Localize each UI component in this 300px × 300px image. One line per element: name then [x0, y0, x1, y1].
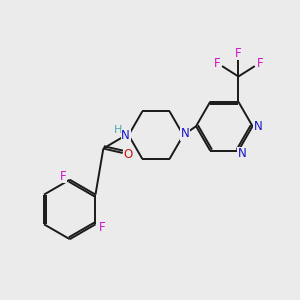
Text: F: F	[235, 47, 242, 60]
Text: N: N	[254, 120, 262, 133]
Text: N: N	[180, 127, 189, 140]
Text: H: H	[114, 125, 122, 135]
Text: F: F	[213, 57, 220, 70]
Text: F: F	[257, 57, 263, 70]
Text: O: O	[123, 148, 133, 161]
Text: N: N	[121, 129, 130, 142]
Text: F: F	[99, 221, 105, 234]
Text: F: F	[60, 170, 67, 183]
Text: N: N	[238, 147, 246, 160]
